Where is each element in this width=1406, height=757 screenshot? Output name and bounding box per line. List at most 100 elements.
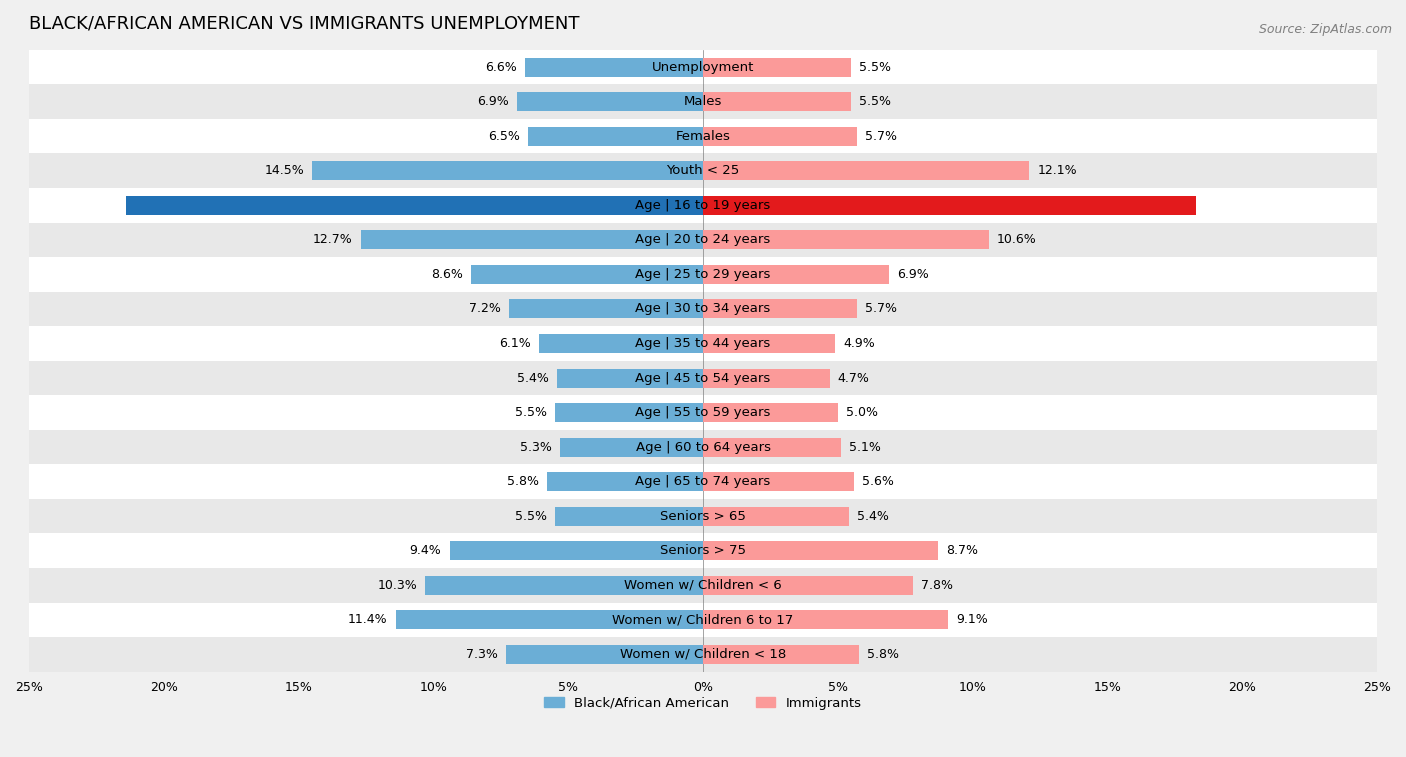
Text: 8.6%: 8.6%	[432, 268, 463, 281]
Text: 5.8%: 5.8%	[868, 648, 900, 661]
Bar	[703, 92, 851, 111]
Text: 5.5%: 5.5%	[515, 406, 547, 419]
Text: 4.7%: 4.7%	[838, 372, 870, 385]
Text: 10.3%: 10.3%	[377, 579, 418, 592]
Text: BLACK/AFRICAN AMERICAN VS IMMIGRANTS UNEMPLOYMENT: BLACK/AFRICAN AMERICAN VS IMMIGRANTS UNE…	[30, 15, 579, 33]
Bar	[703, 161, 1029, 180]
Bar	[30, 395, 1376, 430]
Text: 5.7%: 5.7%	[865, 303, 897, 316]
Text: 6.9%: 6.9%	[477, 95, 509, 108]
Text: Age | 30 to 34 years: Age | 30 to 34 years	[636, 303, 770, 316]
Text: 7.3%: 7.3%	[467, 648, 498, 661]
Text: Females: Females	[675, 129, 731, 143]
Legend: Black/African American, Immigrants: Black/African American, Immigrants	[538, 691, 868, 715]
Bar	[30, 361, 1376, 395]
Text: Source: ZipAtlas.com: Source: ZipAtlas.com	[1258, 23, 1392, 36]
Bar	[30, 257, 1376, 291]
Bar	[547, 472, 703, 491]
Bar	[30, 603, 1376, 637]
Text: Seniors > 75: Seniors > 75	[659, 544, 747, 557]
Bar	[557, 369, 703, 388]
Text: Women w/ Children 6 to 17: Women w/ Children 6 to 17	[613, 613, 793, 626]
Text: 9.1%: 9.1%	[956, 613, 988, 626]
Bar	[703, 472, 853, 491]
Text: 5.4%: 5.4%	[517, 372, 550, 385]
Bar	[703, 369, 830, 388]
Bar	[127, 196, 703, 215]
Text: Age | 45 to 54 years: Age | 45 to 54 years	[636, 372, 770, 385]
Bar	[395, 610, 703, 629]
Bar	[703, 58, 851, 76]
Text: 18.3%: 18.3%	[1205, 199, 1247, 212]
Text: 7.8%: 7.8%	[921, 579, 953, 592]
Text: 7.2%: 7.2%	[470, 303, 501, 316]
Bar	[30, 119, 1376, 154]
Text: 6.5%: 6.5%	[488, 129, 520, 143]
Text: 4.9%: 4.9%	[844, 337, 875, 350]
Text: Age | 20 to 24 years: Age | 20 to 24 years	[636, 233, 770, 246]
Bar	[30, 223, 1376, 257]
Text: 12.1%: 12.1%	[1038, 164, 1077, 177]
Bar	[30, 291, 1376, 326]
Text: 6.1%: 6.1%	[499, 337, 530, 350]
Text: 9.4%: 9.4%	[409, 544, 441, 557]
Bar	[527, 126, 703, 145]
Bar	[703, 230, 988, 249]
Bar	[555, 403, 703, 422]
Text: Women w/ Children < 6: Women w/ Children < 6	[624, 579, 782, 592]
Text: 12.7%: 12.7%	[312, 233, 353, 246]
Bar	[30, 534, 1376, 568]
Bar	[517, 92, 703, 111]
Bar	[30, 637, 1376, 671]
Bar	[360, 230, 703, 249]
Text: Age | 25 to 29 years: Age | 25 to 29 years	[636, 268, 770, 281]
Bar	[703, 334, 835, 353]
Bar	[703, 576, 914, 595]
Text: 5.5%: 5.5%	[859, 95, 891, 108]
Text: 5.3%: 5.3%	[520, 441, 553, 453]
Text: Age | 60 to 64 years: Age | 60 to 64 years	[636, 441, 770, 453]
Text: 5.5%: 5.5%	[515, 509, 547, 523]
Text: Age | 16 to 19 years: Age | 16 to 19 years	[636, 199, 770, 212]
Bar	[703, 196, 1197, 215]
Text: 5.1%: 5.1%	[849, 441, 880, 453]
Bar	[703, 438, 841, 456]
Text: 5.6%: 5.6%	[862, 475, 894, 488]
Bar	[560, 438, 703, 456]
Text: 14.5%: 14.5%	[264, 164, 304, 177]
Bar	[506, 645, 703, 664]
Bar	[703, 541, 938, 560]
Bar	[538, 334, 703, 353]
Bar	[703, 126, 856, 145]
Bar	[30, 154, 1376, 188]
Text: 11.4%: 11.4%	[347, 613, 388, 626]
Bar	[703, 645, 859, 664]
Bar	[30, 326, 1376, 361]
Text: 5.8%: 5.8%	[506, 475, 538, 488]
Bar	[703, 300, 856, 319]
Text: Women w/ Children < 18: Women w/ Children < 18	[620, 648, 786, 661]
Text: Age | 55 to 59 years: Age | 55 to 59 years	[636, 406, 770, 419]
Text: Unemployment: Unemployment	[652, 61, 754, 73]
Bar	[555, 506, 703, 525]
Bar	[471, 265, 703, 284]
Text: 5.5%: 5.5%	[859, 61, 891, 73]
Bar	[703, 403, 838, 422]
Text: 5.4%: 5.4%	[856, 509, 889, 523]
Text: 10.6%: 10.6%	[997, 233, 1036, 246]
Text: Age | 65 to 74 years: Age | 65 to 74 years	[636, 475, 770, 488]
Bar	[312, 161, 703, 180]
Text: Males: Males	[683, 95, 723, 108]
Bar	[30, 499, 1376, 534]
Text: 6.9%: 6.9%	[897, 268, 929, 281]
Bar	[703, 265, 889, 284]
Text: 6.6%: 6.6%	[485, 61, 517, 73]
Text: Age | 35 to 44 years: Age | 35 to 44 years	[636, 337, 770, 350]
Text: Seniors > 65: Seniors > 65	[659, 509, 747, 523]
Bar	[450, 541, 703, 560]
Text: 8.7%: 8.7%	[946, 544, 977, 557]
Text: 21.4%: 21.4%	[75, 199, 118, 212]
Bar	[30, 50, 1376, 84]
Text: Youth < 25: Youth < 25	[666, 164, 740, 177]
Bar	[425, 576, 703, 595]
